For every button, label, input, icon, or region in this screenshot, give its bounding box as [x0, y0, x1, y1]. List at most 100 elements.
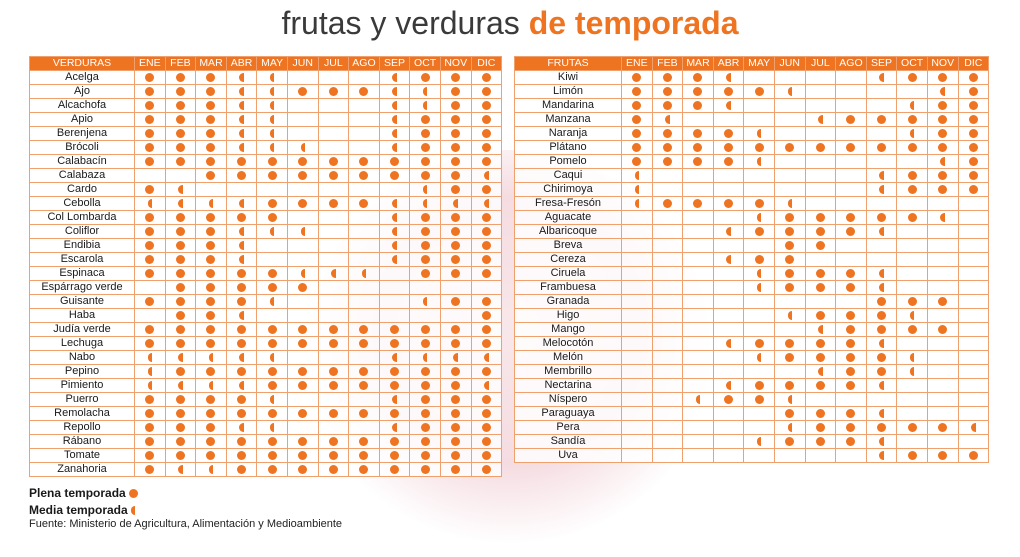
full-season-dot-icon	[206, 436, 216, 446]
month-cell	[865, 308, 898, 323]
half-season-dot-icon	[726, 226, 731, 236]
full-season-dot-icon	[298, 366, 308, 376]
table-row: Chirimoya	[514, 182, 990, 197]
month-cell	[682, 364, 714, 379]
month-cell	[712, 350, 745, 365]
month-cell	[835, 406, 867, 421]
full-season-dot-icon	[175, 86, 185, 96]
month-cell	[651, 196, 684, 211]
month-cell	[682, 266, 714, 281]
month-cell	[773, 336, 806, 351]
full-season-dot-icon	[175, 156, 185, 166]
table-row: Tomate	[29, 448, 503, 463]
month-cell	[164, 266, 197, 281]
month-cell	[712, 98, 745, 113]
month-cell	[470, 238, 503, 253]
produce-name: Melón	[514, 350, 622, 365]
month-cell	[134, 196, 166, 211]
month-cell	[835, 140, 867, 155]
month-header: SEP	[865, 56, 898, 71]
produce-name: Pimiento	[29, 378, 135, 393]
month-cell	[195, 98, 227, 113]
produce-name: Membrillo	[514, 364, 622, 379]
month-cell	[195, 252, 227, 267]
month-cell	[773, 126, 806, 141]
month-cell	[865, 168, 898, 183]
month-cell	[317, 182, 350, 197]
full-season-dot-icon	[481, 338, 491, 348]
month-cell	[286, 126, 319, 141]
month-cell	[378, 168, 411, 183]
half-season-dot-icon	[300, 268, 306, 278]
full-season-dot-icon	[451, 464, 461, 474]
month-cell	[195, 266, 227, 281]
full-season-dot-icon	[267, 436, 277, 446]
month-cell	[896, 238, 928, 253]
month-cell	[348, 154, 380, 169]
full-season-dot-icon	[815, 268, 825, 278]
table-row: Acelga	[29, 70, 503, 85]
month-cell	[225, 434, 258, 449]
half-season-dot-icon	[879, 72, 884, 82]
month-cell	[317, 448, 350, 463]
full-season-dot-icon	[662, 156, 672, 166]
half-season-dot-icon	[239, 128, 244, 138]
full-season-dot-icon	[481, 422, 491, 432]
full-season-dot-icon	[938, 422, 948, 432]
month-cell	[317, 406, 350, 421]
half-season-dot-icon	[422, 86, 428, 96]
full-season-dot-icon	[420, 72, 430, 82]
month-cell	[286, 266, 319, 281]
month-cell	[835, 322, 867, 337]
month-cell	[804, 238, 837, 253]
full-season-dot-icon	[968, 72, 978, 82]
full-season-dot-icon	[328, 156, 338, 166]
month-cell	[804, 308, 837, 323]
month-cell	[682, 448, 714, 463]
produce-name: Acelga	[29, 70, 135, 85]
month-cell	[164, 308, 197, 323]
full-season-dot-icon	[724, 394, 734, 404]
month-cell	[865, 364, 898, 379]
month-cell	[712, 210, 745, 225]
month-cell	[621, 420, 653, 435]
month-header: FEB	[651, 56, 684, 71]
month-cell	[926, 238, 959, 253]
half-season-dot-icon	[665, 114, 670, 124]
full-season-dot-icon	[328, 338, 338, 348]
full-season-dot-icon	[785, 268, 795, 278]
month-cell	[317, 462, 350, 477]
full-season-dot-icon	[724, 128, 734, 138]
full-season-dot-icon	[206, 240, 216, 250]
month-cell	[195, 210, 227, 225]
full-season-dot-icon	[662, 128, 672, 138]
month-cell	[865, 266, 898, 281]
month-cell	[256, 224, 288, 239]
month-cell	[651, 210, 684, 225]
full-season-dot-icon	[206, 310, 216, 320]
month-cell	[804, 70, 837, 85]
full-season-dot-icon	[175, 128, 185, 138]
half-season-dot-icon	[300, 142, 306, 152]
month-cell	[621, 126, 653, 141]
full-season-dot-icon	[785, 338, 795, 348]
month-cell	[164, 70, 197, 85]
month-cell	[896, 154, 928, 169]
month-cell	[865, 98, 898, 113]
half-season-dot-icon	[239, 240, 244, 250]
month-cell	[134, 84, 166, 99]
month-cell	[621, 98, 653, 113]
month-cell	[621, 434, 653, 449]
full-season-dot-icon	[420, 156, 430, 166]
month-cell	[195, 154, 227, 169]
full-season-dot-icon	[481, 72, 491, 82]
produce-name: Frambuesa	[514, 280, 622, 295]
table-row: Endibia	[29, 238, 503, 253]
full-season-dot-icon	[145, 226, 155, 236]
month-cell	[256, 266, 288, 281]
month-cell	[957, 84, 990, 99]
month-cell	[835, 266, 867, 281]
month-cell	[439, 126, 472, 141]
month-cell	[195, 112, 227, 127]
month-cell	[225, 252, 258, 267]
